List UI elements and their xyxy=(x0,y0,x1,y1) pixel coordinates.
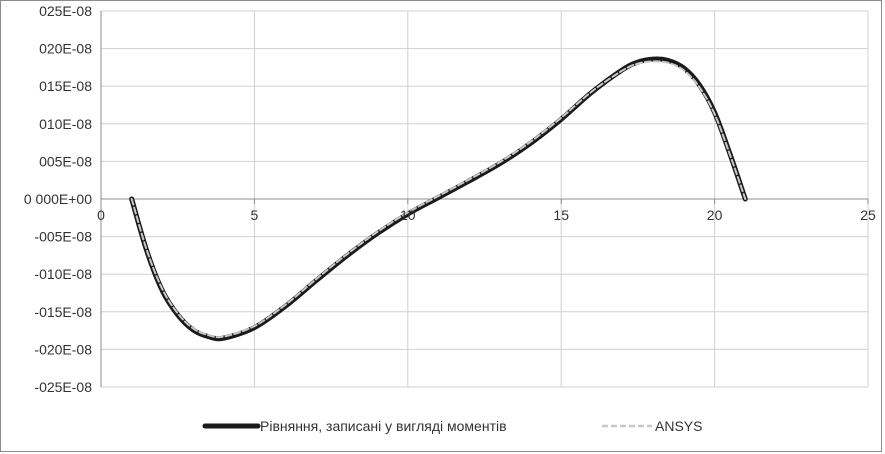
x-tick-label: 20 xyxy=(707,207,723,223)
series-lines xyxy=(129,56,748,342)
y-tick-label: -025E-08 xyxy=(34,379,92,395)
y-tick-label: 010E-08 xyxy=(39,116,92,132)
series-line-ansys xyxy=(130,60,747,339)
x-tick-label: 10 xyxy=(400,207,416,223)
y-tick-label: -020E-08 xyxy=(34,341,92,357)
x-tick-label: 0 xyxy=(97,207,105,223)
x-tick-label: 15 xyxy=(553,207,569,223)
y-tick-label: -010E-08 xyxy=(34,266,92,282)
x-tick-label: 25 xyxy=(860,207,876,223)
y-tick-label: 005E-08 xyxy=(39,153,92,169)
y-tick-label: 015E-08 xyxy=(39,78,92,94)
x-tick-label: 5 xyxy=(251,207,259,223)
y-tick-label: 025E-08 xyxy=(39,3,92,19)
series-line-moments xyxy=(129,56,748,342)
legend: Рівняння, записані у вигляді моментів AN… xyxy=(202,418,702,434)
y-tick-label: 020E-08 xyxy=(39,41,92,57)
y-tick-label: 0 000E+00 xyxy=(24,191,92,207)
y-tick-label: -005E-08 xyxy=(34,229,92,245)
legend-label-moments: Рівняння, записані у вигляді моментів xyxy=(260,418,507,434)
y-tick-label: -015E-08 xyxy=(34,304,92,320)
axes xyxy=(100,11,869,387)
legend-label-ansys: ANSYS xyxy=(655,418,702,434)
tick-labels: 025E-08 020E-08 015E-08 010E-08 005E-08 0 000… xyxy=(24,3,876,395)
